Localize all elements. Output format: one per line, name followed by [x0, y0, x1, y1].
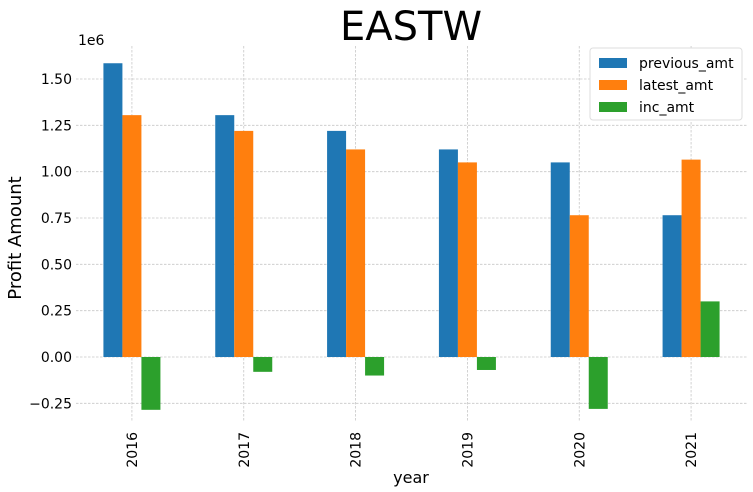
x-tick-label: 2019 [460, 432, 476, 468]
legend-box [589, 47, 743, 121]
legend-swatch [599, 58, 627, 68]
y-axis-label: Profit Amount [5, 176, 26, 299]
bar-latest_amt-2016 [122, 115, 142, 357]
bar-inc_amt-2020 [588, 357, 608, 409]
legend-swatch [599, 102, 627, 112]
y-tick-label: 0.75 [41, 211, 72, 227]
y-tick-label: −0.25 [29, 396, 72, 412]
bars [103, 63, 720, 410]
x-tick-label: 2017 [237, 432, 253, 468]
y-tick-label: 1.25 [41, 118, 72, 134]
legend-label: inc_amt [639, 100, 695, 116]
bar-previous_amt-2018 [327, 130, 347, 357]
y-axis-ticks: −0.25 0.00 0.25 0.50 0.75 1.00 1.25 1.50 [29, 72, 72, 412]
bar-latest_amt-2018 [346, 149, 366, 357]
bar-previous_amt-2021 [662, 215, 682, 357]
chart-title: EASTW [340, 4, 482, 50]
bar-previous_amt-2019 [438, 149, 458, 357]
y-axis-offset-label: 1e6 [78, 33, 105, 49]
bar-inc_amt-2019 [476, 357, 496, 370]
legend-swatch [599, 80, 627, 90]
bar-previous_amt-2016 [103, 63, 123, 357]
bar-inc_amt-2021 [700, 301, 720, 357]
y-tick-label: 0.00 [41, 350, 72, 366]
y-tick-label: 0.50 [41, 257, 72, 273]
legend-label: latest_amt [639, 78, 714, 94]
x-axis-ticks: 2016 2017 2018 2019 2020 2021 [125, 432, 700, 468]
legend-label: previous_amt [639, 56, 734, 72]
legend: previous_amt latest_amt inc_amt [589, 47, 743, 121]
x-axis-label: year [393, 468, 429, 487]
y-tick-label: 0.25 [41, 304, 72, 320]
x-tick-label: 2018 [349, 432, 365, 468]
bar-inc_amt-2018 [365, 357, 385, 376]
bar-latest_amt-2019 [457, 162, 477, 357]
y-tick-label: 1.00 [41, 165, 72, 181]
bar-previous_amt-2017 [215, 115, 235, 357]
bar-latest_amt-2020 [569, 215, 589, 357]
x-tick-label: 2020 [572, 432, 588, 468]
x-tick-label: 2021 [684, 432, 700, 468]
bar-inc_amt-2017 [253, 357, 273, 372]
x-tick-label: 2016 [125, 432, 141, 468]
bar-latest_amt-2017 [234, 130, 254, 357]
bar-previous_amt-2020 [550, 162, 570, 357]
bar-inc_amt-2016 [141, 357, 161, 410]
y-tick-label: 1.50 [41, 72, 72, 88]
bar-latest_amt-2021 [681, 159, 701, 357]
